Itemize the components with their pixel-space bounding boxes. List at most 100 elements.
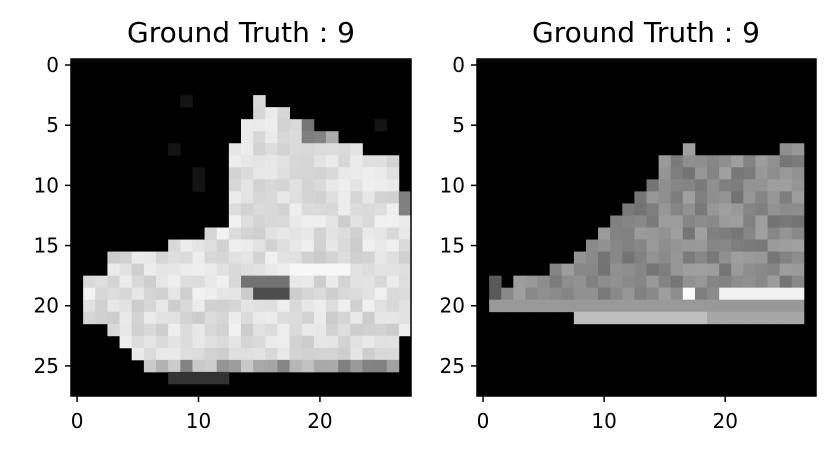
heatmap-cell xyxy=(301,131,315,144)
heatmap-cell xyxy=(670,251,684,265)
heatmap-cell xyxy=(537,287,551,301)
heatmap-cell xyxy=(525,299,538,313)
heatmap-cell xyxy=(326,287,339,301)
heatmap-cell xyxy=(253,335,266,349)
heatmap-cell xyxy=(646,275,660,289)
heatmap-cell xyxy=(755,227,768,240)
heatmap-cell xyxy=(362,203,375,216)
heatmap-cell xyxy=(253,107,266,120)
heatmap-cell xyxy=(610,299,623,313)
heatmap-cell xyxy=(277,119,290,132)
heatmap-cell xyxy=(241,251,254,265)
y-tick-label: 5 xyxy=(46,113,59,137)
heatmap-cell xyxy=(707,179,720,192)
heatmap-cell xyxy=(646,191,660,204)
x-tick-label: 20 xyxy=(307,409,332,433)
heatmap-cell xyxy=(131,311,145,325)
heatmap-cell xyxy=(241,203,254,216)
heatmap-cell xyxy=(289,167,303,180)
heatmap-cell xyxy=(719,263,732,277)
heatmap-cell xyxy=(228,167,242,180)
heatmap-cell xyxy=(265,275,278,289)
heatmap-cell xyxy=(731,191,744,204)
y-axis-right: 0 5 10 15 20 25 xyxy=(440,53,477,378)
heatmap-cell xyxy=(313,131,327,144)
heatmap-cell xyxy=(289,347,303,361)
heatmap-cell xyxy=(107,323,120,337)
heatmap-cell xyxy=(350,275,363,289)
heatmap-cell xyxy=(634,275,647,289)
heatmap-cell xyxy=(767,263,781,277)
heatmap-cell xyxy=(670,155,684,168)
heatmap-cell xyxy=(253,227,266,240)
heatmap-cell xyxy=(241,263,254,277)
heatmap-cell xyxy=(277,131,290,144)
heatmap-cell xyxy=(755,251,768,265)
heatmap-cell xyxy=(362,299,375,313)
heatmap-cell xyxy=(374,275,388,289)
heatmap-cell xyxy=(180,275,193,289)
heatmap-cell xyxy=(779,251,793,265)
heatmap-cell xyxy=(265,179,278,192)
heatmap-cell xyxy=(143,323,157,337)
heatmap-cell xyxy=(646,227,660,240)
y-tick-label: 15 xyxy=(34,234,59,258)
heatmap-cell xyxy=(131,323,145,337)
heatmap-cell xyxy=(265,299,278,313)
heatmap-cell xyxy=(707,155,720,168)
heatmap-cell xyxy=(398,299,412,313)
heatmap-cell xyxy=(682,239,696,252)
heatmap-cell xyxy=(131,347,145,361)
heatmap-cell xyxy=(779,143,793,156)
y-tick-label: 10 xyxy=(440,173,465,197)
heatmap-cell xyxy=(131,287,145,301)
heatmap-cell xyxy=(156,275,169,289)
heatmap-cell xyxy=(228,347,242,361)
heatmap-cell xyxy=(501,299,514,313)
heatmap-cell xyxy=(277,107,290,120)
heatmap-cell xyxy=(398,323,412,337)
heatmap-cell xyxy=(216,227,230,240)
heatmap-cell xyxy=(143,287,157,301)
heatmap-cell xyxy=(350,191,363,204)
heatmap-cell xyxy=(289,335,303,349)
heatmap-cell xyxy=(192,287,205,301)
heatmap-cell xyxy=(241,347,254,361)
heatmap-cell xyxy=(131,275,145,289)
heatmap-cell xyxy=(350,263,363,277)
heatmap-cell xyxy=(107,299,120,313)
heatmap-cell xyxy=(610,263,623,277)
heatmap-cell xyxy=(289,311,303,325)
heatmap-cell xyxy=(549,287,563,301)
heatmap-cell xyxy=(707,251,720,265)
heatmap-cell xyxy=(326,179,339,192)
heatmap-cell xyxy=(694,227,708,240)
heatmap-cell xyxy=(180,347,193,361)
heatmap-cell xyxy=(694,299,708,313)
heatmap-cell xyxy=(277,299,290,313)
heatmap-cell xyxy=(338,167,351,180)
heatmap-cell xyxy=(313,311,327,325)
heatmap-cell xyxy=(216,251,230,265)
heatmap-cell xyxy=(350,167,363,180)
heatmap-cell xyxy=(525,275,538,289)
heatmap-cell xyxy=(707,239,720,252)
heatmap-cell xyxy=(731,167,744,180)
heatmap-cell xyxy=(338,275,351,289)
heatmap-cell xyxy=(791,227,805,240)
heatmap-cell xyxy=(719,179,732,192)
heatmap-cell xyxy=(598,239,611,252)
y-tick-label: 20 xyxy=(34,294,59,318)
heatmap-cell xyxy=(743,311,756,325)
heatmap-cell xyxy=(301,323,315,337)
heatmap-cell xyxy=(241,311,254,325)
heatmap-cell xyxy=(83,287,96,301)
heatmap-cell xyxy=(386,215,400,228)
heatmap-cell xyxy=(386,323,400,337)
heatmap-cell xyxy=(265,263,278,277)
x-tick-label: 20 xyxy=(712,409,737,433)
image-heatmap-left xyxy=(71,59,412,396)
heatmap-cell xyxy=(755,263,768,277)
heatmap-cell xyxy=(253,119,266,132)
heatmap-cell xyxy=(658,239,672,252)
